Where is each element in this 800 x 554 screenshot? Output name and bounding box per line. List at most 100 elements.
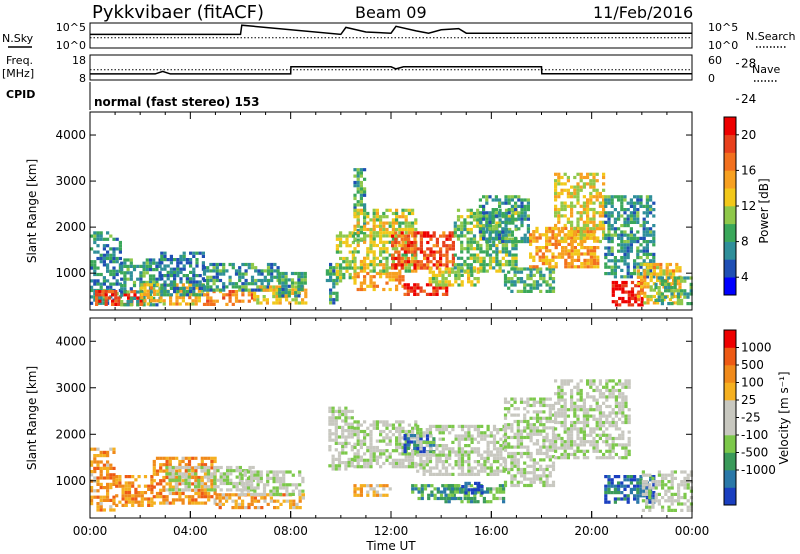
heatmap-cell [375, 423, 379, 427]
heatmap-cell [303, 275, 307, 279]
heatmap-cell [165, 488, 169, 492]
heatmap-cell [285, 483, 289, 487]
heatmap-cell [106, 492, 110, 496]
heatmap-cell [595, 191, 599, 196]
heatmap-cell [626, 256, 630, 260]
heatmap-cell [582, 398, 586, 402]
heatmap-cell [400, 260, 404, 264]
heatmap-cell [589, 220, 593, 224]
heatmap-cell [583, 230, 587, 234]
heatmap-cell [404, 215, 408, 219]
heatmap-cell [266, 278, 271, 283]
heatmap-cell [256, 301, 260, 305]
heatmap-cell [595, 179, 599, 183]
heatmap-cell [148, 274, 153, 278]
heatmap-cell [483, 466, 487, 470]
heatmap-cell [411, 227, 415, 232]
heatmap-cell [395, 426, 399, 430]
heatmap-cell [353, 271, 357, 276]
heatmap-cell [675, 269, 679, 273]
heatmap-cell [563, 411, 567, 415]
heatmap-cell [636, 236, 640, 240]
heatmap-cell [278, 294, 282, 298]
heatmap-cell [422, 440, 426, 444]
heatmap-cell [244, 272, 248, 276]
heatmap-cell [394, 256, 398, 261]
heatmap-cell [456, 218, 461, 222]
heatmap-cell [611, 424, 615, 428]
heatmap-cell [155, 303, 159, 307]
heatmap-cell [463, 227, 467, 232]
heatmap-cell [221, 493, 225, 497]
heatmap-cell [429, 260, 433, 264]
heatmap-cell [519, 474, 524, 478]
heatmap-cell [566, 446, 570, 450]
heatmap-cell [344, 451, 348, 455]
heatmap-cell [382, 269, 386, 273]
heatmap-cell [416, 437, 420, 441]
heatmap-cell [561, 230, 565, 234]
heatmap-cell [605, 414, 609, 418]
heatmap-cell [535, 432, 540, 436]
heatmap-cell [425, 469, 429, 473]
heatmap-cell [291, 291, 295, 295]
heatmap-cell [523, 413, 527, 417]
heatmap-cell [356, 433, 360, 437]
heatmap-cell [507, 400, 511, 404]
heatmap-cell [356, 487, 360, 491]
heatmap-cell [259, 301, 263, 305]
heatmap-cell [124, 475, 128, 479]
heatmap-cell [592, 172, 596, 176]
heatmap-cell [276, 269, 280, 273]
heatmap-cell [488, 263, 493, 267]
heatmap-cell [510, 451, 514, 456]
heatmap-cell [398, 275, 402, 279]
heatmap-cell [608, 436, 612, 441]
heatmap-cell [483, 437, 487, 441]
heatmap-cell [375, 461, 379, 466]
heatmap-cell [334, 438, 338, 442]
heatmap-cell [466, 269, 470, 273]
heatmap-cell [426, 266, 430, 270]
heatmap-cell [176, 290, 180, 294]
heatmap-cell [169, 274, 173, 278]
heatmap-cell [359, 203, 363, 207]
heatmap-cell [519, 289, 524, 293]
heatmap-cell [563, 401, 567, 405]
heatmap-cell [579, 217, 583, 221]
heatmap-cell [353, 250, 357, 254]
heatmap-cell [359, 287, 363, 292]
heatmap-cell [561, 249, 565, 253]
heatmap-cell [480, 485, 484, 489]
nsky-panel: N.Sky 10^5 10^0 10^5 10^0 N.Search [2, 21, 796, 52]
heatmap-cell [498, 233, 502, 237]
heatmap-cell [498, 259, 502, 264]
heatmap-cell [463, 234, 467, 238]
heatmap-cell [363, 465, 367, 469]
heatmap-cell [129, 274, 133, 278]
heatmap-cell [461, 485, 465, 489]
heatmap-cell [375, 490, 379, 494]
heatmap-cell [145, 261, 149, 265]
heatmap-cell [247, 293, 251, 297]
heatmap-cell [159, 501, 163, 505]
heatmap-cell [676, 289, 680, 293]
heatmap-cell [149, 283, 153, 287]
heatmap-cell [413, 283, 417, 287]
heatmap-cell [576, 172, 580, 176]
heatmap-cell [535, 461, 540, 465]
heatmap-cell [629, 227, 633, 231]
heatmap-cell [498, 211, 502, 215]
heatmap-cell [426, 256, 430, 261]
heatmap-cell [102, 450, 106, 454]
heatmap-cell [670, 286, 674, 290]
heatmap-cell [428, 447, 433, 451]
heatmap-cell [482, 217, 486, 221]
heatmap-cell [213, 485, 217, 489]
heatmap-cell [328, 438, 332, 442]
heatmap-cell [605, 398, 609, 402]
heatmap-cell [215, 288, 219, 292]
heatmap-cell [503, 426, 508, 430]
heatmap-cell [640, 291, 644, 295]
heatmap-cell [294, 301, 298, 305]
